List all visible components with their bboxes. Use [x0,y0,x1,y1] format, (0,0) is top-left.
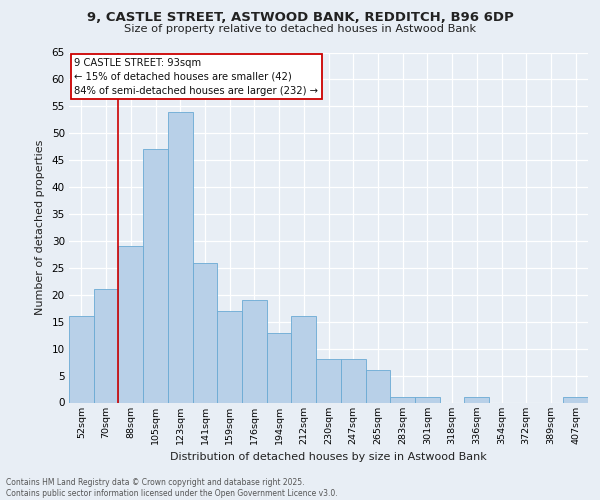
Bar [217,311,242,402]
X-axis label: Distribution of detached houses by size in Astwood Bank: Distribution of detached houses by size … [170,452,487,462]
Bar [69,316,94,402]
Text: 9 CASTLE STREET: 93sqm
← 15% of detached houses are smaller (42)
84% of semi-det: 9 CASTLE STREET: 93sqm ← 15% of detached… [74,58,318,96]
Bar [143,150,168,402]
Bar [464,397,489,402]
Text: 9, CASTLE STREET, ASTWOOD BANK, REDDITCH, B96 6DP: 9, CASTLE STREET, ASTWOOD BANK, REDDITCH… [86,11,514,24]
Bar [316,360,341,403]
Y-axis label: Number of detached properties: Number of detached properties [35,140,44,315]
Bar [563,397,588,402]
Bar [415,397,440,402]
Bar [267,332,292,402]
Bar [390,397,415,402]
Bar [292,316,316,402]
Bar [168,112,193,403]
Bar [341,360,365,403]
Bar [94,290,118,403]
Bar [365,370,390,402]
Bar [193,262,217,402]
Bar [118,246,143,402]
Bar [242,300,267,402]
Text: Contains HM Land Registry data © Crown copyright and database right 2025.
Contai: Contains HM Land Registry data © Crown c… [6,478,338,498]
Text: Size of property relative to detached houses in Astwood Bank: Size of property relative to detached ho… [124,24,476,34]
